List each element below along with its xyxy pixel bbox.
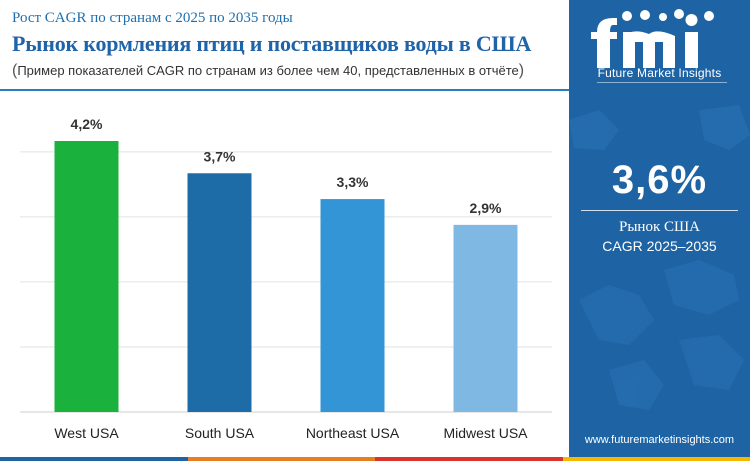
sidebar-panel: Future Market Insights 3,6% Рынок США CA… [569,0,750,461]
footer-color-segment [562,457,750,461]
note-close-paren: ) [518,62,525,79]
headline-cagr-value: 3,6% [611,158,708,202]
data-label: 2,9% [470,200,502,216]
brand-rule [597,82,727,83]
footer-color-segment [187,457,375,461]
world-map-decoration [569,105,750,410]
footer-color-segment [0,457,188,461]
x-tick-label: Northeast USA [306,425,400,441]
chart-note: (Пример показателей CAGR по странам из б… [12,62,567,80]
header-divider [0,89,569,91]
note-open-paren: ( [12,62,18,79]
data-label: 3,7% [204,148,236,164]
website-link[interactable]: www.futuremarketinsights.com [584,434,735,446]
bar [453,224,518,412]
brand-name: Future Market Insights [597,66,722,80]
fmi-logo [591,9,714,68]
footer-color-segment [375,457,563,461]
x-tick-label: South USA [185,425,255,441]
bar [54,141,119,412]
x-tick-label: Midwest USA [443,425,528,441]
chart-title: Рынок кормления птиц и поставщиков воды … [12,31,532,56]
bar-chart: 4,2% West USA 3,7% South USA 3,3% Northeast U… [20,116,552,441]
value-divider [581,210,738,211]
cagr-period-label: CAGR 2025–2035 [602,238,717,254]
chart-subtitle: Рост CAGR по странам с 2025 по 2035 годы [12,10,293,26]
market-label: Рынок США [619,219,700,235]
data-label: 3,3% [337,174,369,190]
chart-header: Рост CAGR по странам с 2025 по 2035 годы… [12,8,567,80]
data-label: 4,2% [71,116,103,132]
bar [320,199,385,412]
x-tick-label: West USA [54,425,119,441]
note-text: Пример показателей CAGR по странам из бо… [17,63,519,78]
bar [187,173,252,412]
